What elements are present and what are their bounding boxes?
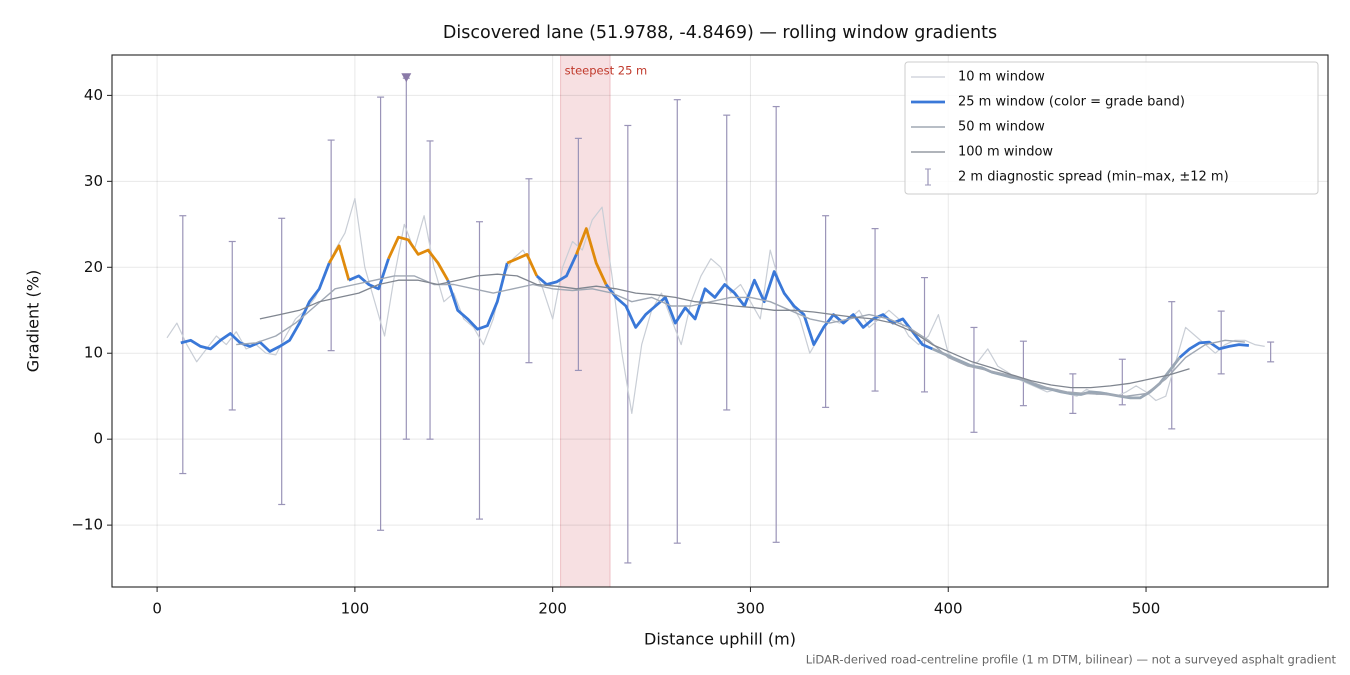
series-line: [506, 253, 539, 277]
y-tick-label: 40: [84, 86, 103, 104]
y-tick-label: 10: [84, 344, 103, 362]
x-axis-label: Distance uphill (m): [644, 630, 796, 649]
series-line: [535, 253, 578, 286]
y-tick-label: 20: [84, 258, 103, 276]
x-tick-label: 500: [1132, 600, 1161, 618]
series-line: [575, 227, 608, 286]
series-line: [931, 347, 1181, 400]
chart-title: Discovered lane (51.9788, -4.8469) — rol…: [443, 23, 997, 43]
highlight-label: steepest 25 m: [565, 64, 648, 78]
series-line: [327, 244, 351, 281]
highlight-span: [560, 54, 611, 588]
series-line: [180, 262, 331, 353]
peak-marker: [401, 73, 412, 83]
y-tick-label: 30: [84, 172, 103, 190]
legend-label: 25 m window (color = grade band): [958, 95, 1185, 110]
x-tick-label: 100: [341, 600, 370, 618]
x-tick-label: 0: [152, 600, 162, 618]
series-line: [446, 262, 509, 331]
legend-label: 10 m window: [958, 70, 1045, 85]
x-tick-label: 300: [736, 600, 765, 618]
y-tick-label: −10: [71, 516, 103, 534]
legend-label: 100 m window: [958, 145, 1053, 160]
series-line: [236, 275, 1245, 397]
legend-box: [904, 61, 1319, 195]
series-line: [387, 235, 450, 281]
legend-label: 2 m diagnostic spread (min–max, ±12 m): [958, 170, 1229, 185]
footnote: LiDAR-derived road-centreline profile (1…: [806, 653, 1337, 667]
plot-frame: [111, 54, 1329, 588]
y-axis-label: Gradient (%): [24, 270, 43, 372]
series-line: [1178, 340, 1250, 359]
x-tick-label: 200: [538, 600, 567, 618]
legend-label: 50 m window: [958, 120, 1045, 135]
x-tick-label: 400: [934, 600, 963, 618]
y-tick-label: 0: [93, 430, 103, 448]
series-line: [259, 273, 1190, 389]
